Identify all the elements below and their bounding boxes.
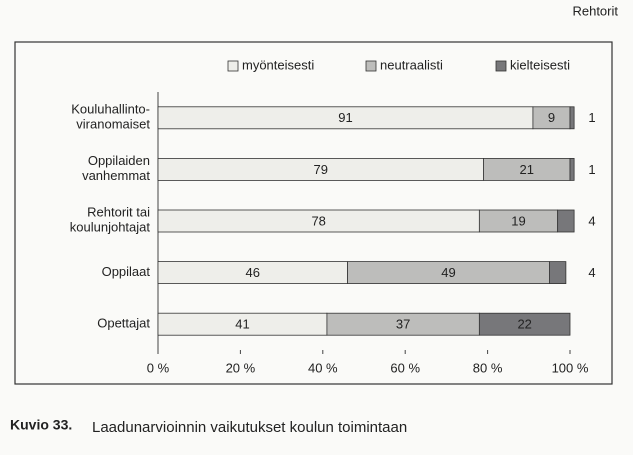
- legend-label: neutraalisti: [380, 57, 443, 72]
- x-tick-label: 40 %: [308, 360, 338, 375]
- caption-text: Laadunarvioinnin vaikutukset koulun toim…: [92, 419, 407, 436]
- y-tick-label: Opettajat: [97, 316, 150, 331]
- x-tick-label: 20 %: [226, 360, 256, 375]
- legend-swatch: [365, 60, 377, 72]
- legend-swatch: [495, 60, 507, 72]
- data-label: 91: [338, 110, 352, 125]
- bar-segment: [549, 261, 567, 285]
- data-label: 78: [311, 213, 325, 228]
- data-label: 49: [441, 265, 455, 280]
- legend-swatch: [227, 60, 239, 72]
- x-tick-label: 0 %: [147, 360, 170, 375]
- bar-segment: [569, 157, 575, 181]
- bar-segment: [478, 312, 571, 336]
- y-tick-label: Rehtorit tai koulunjohtajat: [70, 205, 151, 235]
- x-tick-label: 100 %: [552, 360, 589, 375]
- frame: [14, 41, 613, 385]
- y-tick-label: Kouluhallinto-viranomaiset: [71, 102, 150, 132]
- data-label: 79: [314, 162, 328, 177]
- caption-number: Kuvio 33.: [10, 417, 72, 433]
- bar-segment: [569, 106, 575, 130]
- data-label: 1: [588, 162, 595, 177]
- x-tick-label: 60 %: [390, 360, 420, 375]
- y-tick-label: Oppilaiden vanhemmat: [82, 153, 150, 183]
- y-tick-label: Oppilaat: [102, 264, 151, 279]
- data-label: 46: [246, 265, 260, 280]
- data-label: 9: [548, 110, 555, 125]
- data-label: 1: [588, 110, 595, 125]
- legend-label: myönteisesti: [242, 57, 314, 72]
- x-tick-label: 80 %: [473, 360, 503, 375]
- bar-segment: [557, 209, 575, 233]
- data-label: 19: [511, 213, 525, 228]
- data-label: 4: [588, 265, 595, 280]
- data-label: 22: [517, 317, 531, 332]
- header: Rehtorit: [572, 3, 618, 18]
- data-label: 37: [396, 317, 410, 332]
- data-label: 21: [520, 162, 534, 177]
- data-label: 41: [235, 317, 249, 332]
- legend-label: kielteisesti: [510, 57, 570, 72]
- data-label: 4: [588, 213, 595, 228]
